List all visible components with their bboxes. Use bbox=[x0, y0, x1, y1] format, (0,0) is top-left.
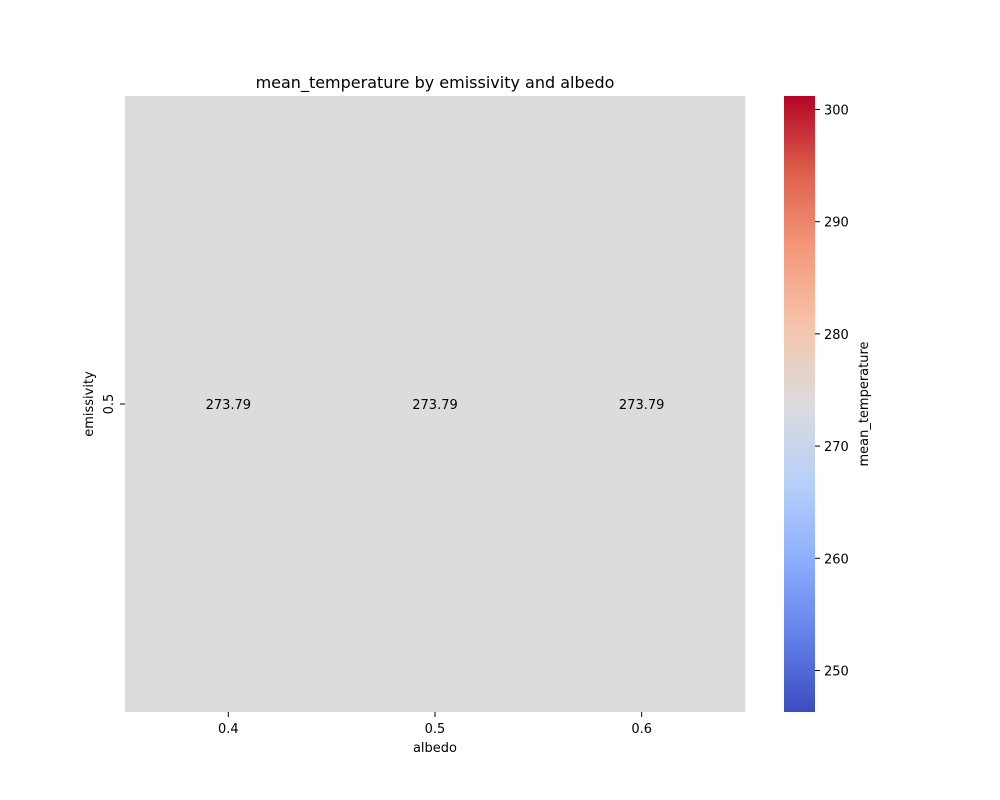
colorbar bbox=[784, 96, 815, 712]
y-tick-label: 0.5 bbox=[102, 394, 117, 415]
cell-value-label: 273.79 bbox=[206, 398, 252, 413]
colorbar-tick-label: 290 bbox=[824, 216, 849, 231]
colorbar-tick-label: 270 bbox=[824, 440, 849, 455]
chart-title: mean_temperature by emissivity and albed… bbox=[256, 73, 615, 93]
cell-value-label: 273.79 bbox=[619, 398, 665, 413]
x-axis: 0.4 0.5 0.6 bbox=[218, 712, 652, 737]
colorbar-tick-label: 260 bbox=[824, 552, 849, 567]
colorbar-tick-label: 250 bbox=[824, 664, 849, 679]
heatmap-cell bbox=[125, 96, 333, 712]
y-axis-label: emissivity bbox=[82, 371, 97, 437]
x-tick-label: 0.6 bbox=[631, 722, 652, 737]
cell-annotations: 273.79 273.79 273.79 bbox=[206, 398, 665, 413]
colorbar-tick-label: 280 bbox=[824, 328, 849, 343]
heatmap-cell bbox=[331, 96, 539, 712]
x-tick-label: 0.5 bbox=[425, 722, 446, 737]
y-axis: 0.5 bbox=[102, 394, 125, 415]
x-axis-label: albedo bbox=[413, 741, 457, 756]
heatmap-cell bbox=[538, 96, 746, 712]
colorbar-label: mean_temperature bbox=[857, 341, 872, 466]
colorbar-tick-label: 300 bbox=[824, 103, 849, 118]
colorbar-ticks: 250 260 270 280 290 300 bbox=[815, 103, 849, 679]
heatmap-cells bbox=[125, 96, 746, 712]
x-tick-label: 0.4 bbox=[218, 722, 239, 737]
cell-value-label: 273.79 bbox=[412, 398, 458, 413]
